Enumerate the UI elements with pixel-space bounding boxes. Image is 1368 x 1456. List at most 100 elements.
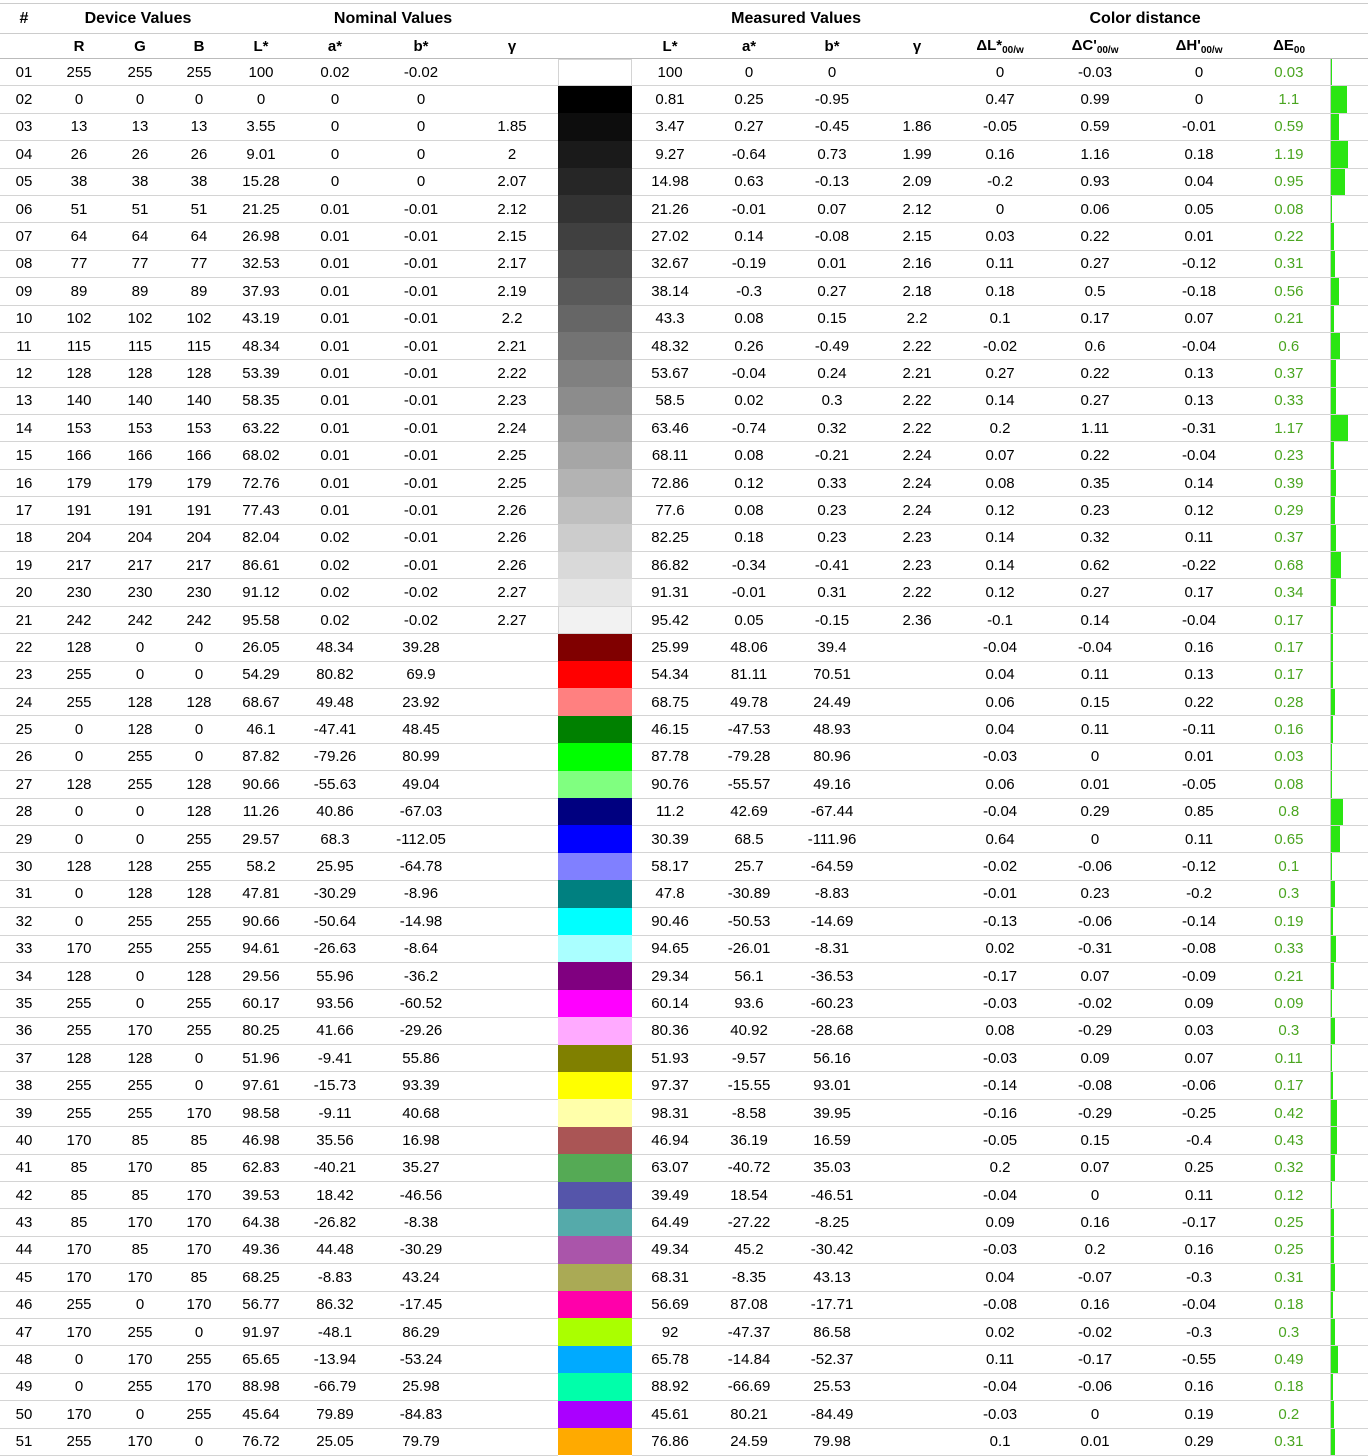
delta-e-value: 0.21 (1248, 962, 1330, 989)
measured-l: 64.49 (632, 1209, 708, 1236)
nominal-a: 0 (294, 86, 376, 113)
group-nominal-values: Nominal Values (228, 4, 558, 34)
delta-e-value: 0.31 (1248, 1264, 1330, 1291)
device-b: 0 (170, 743, 228, 770)
patch-number: 32 (0, 908, 48, 935)
device-b: 0 (170, 1072, 228, 1099)
delta-e-bar-cell (1330, 853, 1368, 880)
delta-l-value: 0.04 (960, 1264, 1040, 1291)
device-g: 128 (110, 1045, 170, 1072)
device-g: 255 (110, 59, 170, 86)
delta-e-value: 0.25 (1248, 1209, 1330, 1236)
nominal-gamma (466, 86, 558, 113)
patch-number: 25 (0, 716, 48, 743)
device-r: 0 (48, 798, 110, 825)
delta-h-value: -0.17 (1150, 1209, 1248, 1236)
delta-h-value: 0 (1150, 86, 1248, 113)
nominal-a: -26.82 (294, 1209, 376, 1236)
device-g: 128 (110, 360, 170, 387)
delta-h-value: 0.13 (1150, 661, 1248, 688)
color-swatch (558, 442, 632, 469)
nominal-a: 0.01 (294, 305, 376, 332)
measured-gamma (874, 86, 960, 113)
nominal-b: -0.01 (376, 497, 466, 524)
delta-h-value: -0.08 (1150, 935, 1248, 962)
delta-h-value: -0.05 (1150, 771, 1248, 798)
measured-l: 46.15 (632, 716, 708, 743)
device-g: 128 (110, 716, 170, 743)
delta-h-value: 0.04 (1150, 168, 1248, 195)
measured-gamma (874, 771, 960, 798)
delta-h-value: 0.11 (1150, 825, 1248, 852)
nominal-l: 15.28 (228, 168, 294, 195)
group-measured-values: Measured Values (632, 4, 960, 34)
delta-e-bar (1331, 86, 1348, 112)
nominal-gamma (466, 1045, 558, 1072)
nominal-l: 65.65 (228, 1346, 294, 1373)
measured-gamma (874, 1127, 960, 1154)
device-r: 170 (48, 1318, 110, 1345)
delta-l-value: 0.14 (960, 552, 1040, 579)
nominal-l: 91.12 (228, 579, 294, 606)
color-swatch (558, 195, 632, 222)
device-b: 128 (170, 688, 228, 715)
device-r: 230 (48, 579, 110, 606)
delta-e-bar (1331, 552, 1341, 578)
delta-e-value: 0.31 (1248, 1428, 1330, 1455)
measured-gamma: 2.23 (874, 552, 960, 579)
nominal-a: 86.32 (294, 1291, 376, 1318)
delta-h-value: -0.31 (1150, 415, 1248, 442)
nominal-b: -8.96 (376, 880, 466, 907)
delta-e-value: 0.22 (1248, 223, 1330, 250)
delta-e-bar (1331, 799, 1343, 825)
delta-e-bar-cell (1330, 661, 1368, 688)
nominal-b: 55.86 (376, 1045, 466, 1072)
nominal-b: 79.79 (376, 1428, 466, 1455)
nominal-l: 98.58 (228, 1099, 294, 1126)
color-swatch (558, 113, 632, 140)
color-swatch (558, 798, 632, 825)
measured-l: 68.75 (632, 688, 708, 715)
delta-e-bar (1331, 689, 1335, 715)
measured-l: 11.2 (632, 798, 708, 825)
nominal-gamma: 2.25 (466, 442, 558, 469)
nominal-b: 43.24 (376, 1264, 466, 1291)
delta-h-value: 0 (1150, 59, 1248, 86)
measured-l: 30.39 (632, 825, 708, 852)
delta-e-bar (1331, 634, 1334, 660)
device-g: 170 (110, 1154, 170, 1181)
nominal-a: 49.48 (294, 688, 376, 715)
delta-c-value: 0.09 (1040, 1045, 1150, 1072)
delta-l-value: 0.08 (960, 1017, 1040, 1044)
delta-e-value: 0.12 (1248, 1182, 1330, 1209)
delta-e-value: 0.19 (1248, 908, 1330, 935)
delta-l-value: -0.05 (960, 113, 1040, 140)
nominal-gamma (466, 1373, 558, 1400)
nominal-l: 80.25 (228, 1017, 294, 1044)
col-header-b: B (170, 34, 228, 59)
device-b: 217 (170, 552, 228, 579)
measured-a: 42.69 (708, 798, 790, 825)
delta-l-value: -0.01 (960, 880, 1040, 907)
delta-e-bar (1331, 1264, 1336, 1290)
nominal-b: 48.45 (376, 716, 466, 743)
measured-gamma (874, 962, 960, 989)
measured-a: -0.01 (708, 195, 790, 222)
delta-e-bar (1331, 936, 1336, 962)
nominal-l: 9.01 (228, 141, 294, 168)
device-b: 255 (170, 825, 228, 852)
measured-b: -0.45 (790, 113, 874, 140)
measured-b: 56.16 (790, 1045, 874, 1072)
col-header-nominal-b: b* (376, 34, 466, 59)
measured-a: 0.05 (708, 606, 790, 633)
device-g: 255 (110, 908, 170, 935)
device-b: 204 (170, 524, 228, 551)
measured-a: 0.63 (708, 168, 790, 195)
device-r: 0 (48, 716, 110, 743)
device-r: 13 (48, 113, 110, 140)
delta-c-value: -0.02 (1040, 990, 1150, 1017)
